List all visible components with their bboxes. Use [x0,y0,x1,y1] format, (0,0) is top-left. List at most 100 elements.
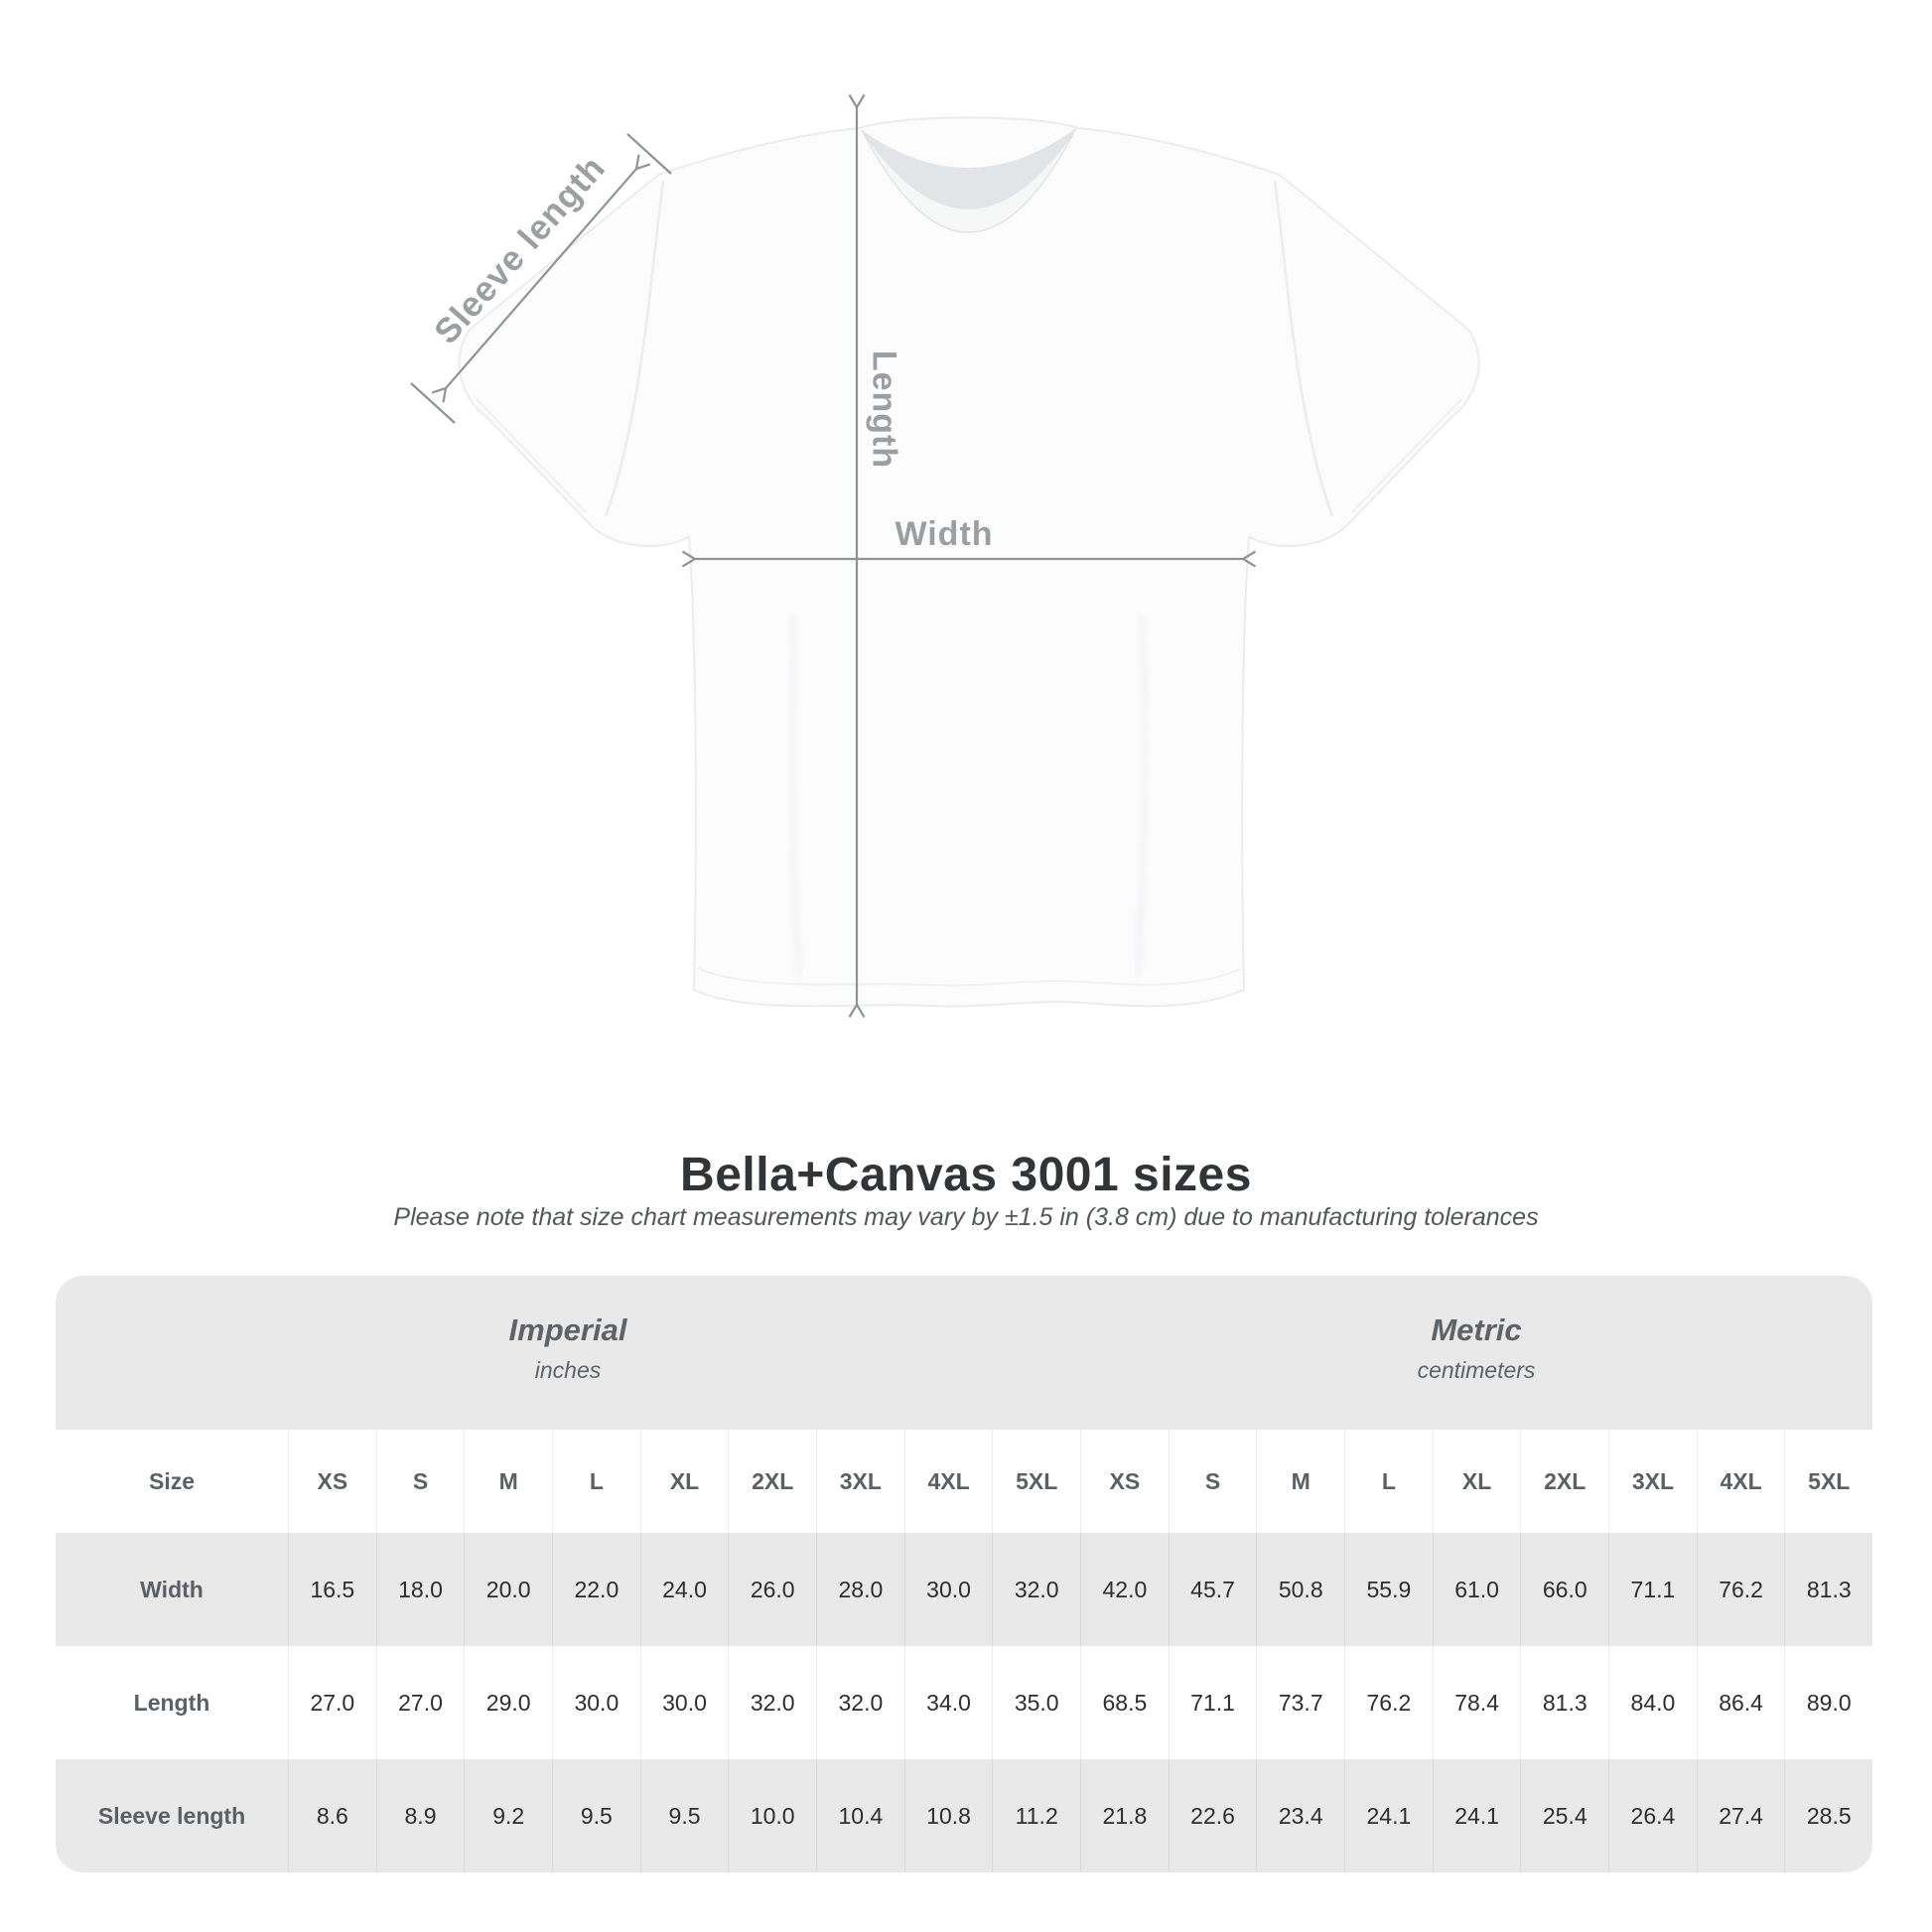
measurement-value: 76.2 [1696,1533,1785,1646]
length-label: Length [865,349,903,470]
page-subtitle: Please note that size chart measurements… [393,1203,1539,1231]
size-column-header: 3XL [816,1430,904,1533]
measurement-value: 9.5 [639,1759,729,1872]
measurement-row-label: Width [140,1576,204,1602]
measurement-value: 76.2 [1344,1646,1433,1759]
measurement-value: 61.0 [1432,1533,1521,1646]
measurement-value: 16.5 [288,1533,376,1646]
size-column-header: XL [639,1430,729,1533]
measurement-value: 81.3 [1784,1533,1872,1646]
measurement-value: 35.0 [992,1646,1080,1759]
measurement-rows: Width 16.5 18.0 20.0 22.0 24.0 26.0 28.0 30.0 32.… [56,1533,1872,1872]
measurement-value: 11.2 [992,1759,1080,1872]
measurement-value: 73.7 [1256,1646,1344,1759]
unit-group-row: Imperial inches Metric centimeters [56,1276,1872,1430]
page-title: Bella+Canvas 3001 sizes [680,1149,1252,1201]
measurement-value: 32.0 [728,1646,816,1759]
size-column-header: S [375,1430,465,1533]
measurement-value: 10.0 [728,1759,816,1872]
measurement-value: 30.0 [903,1533,993,1646]
sleeve-arrow-end-tick [410,382,456,424]
measurement-value: 10.8 [903,1759,993,1872]
measurement-value: 89.0 [1784,1646,1872,1759]
imperial-group-header: Imperial inches [56,1276,1080,1430]
size-column-header: 2XL [1520,1430,1608,1533]
measurement-value: 18.0 [375,1533,465,1646]
measurement-row-label: Length [133,1689,210,1716]
measurement-value: 24.0 [639,1533,729,1646]
measurement-value: 27.4 [1696,1759,1785,1872]
measurement-row: Length 27.0 27.0 29.0 30.0 30.0 32.0 32.0 34.0 35… [56,1646,1872,1759]
measurement-value: 84.0 [1608,1646,1697,1759]
measurement-value: 8.6 [288,1759,376,1872]
size-column-header: L [552,1430,640,1533]
measurement-value: 81.3 [1520,1646,1608,1759]
measurement-value: 21.8 [1080,1759,1169,1872]
imperial-group-unit: inches [534,1356,602,1383]
measurement-value: 28.0 [816,1533,904,1646]
size-column-header: M [1256,1430,1344,1533]
width-label: Width [895,515,994,553]
metric-group-unit: centimeters [1417,1356,1536,1383]
size-column-header: 4XL [903,1430,993,1533]
size-column-header: S [1168,1430,1257,1533]
measurement-value: 8.9 [375,1759,465,1872]
measurement-value: 71.1 [1168,1646,1257,1759]
right-cuff-seam [1351,398,1462,513]
measurement-value: 55.9 [1344,1533,1433,1646]
measurement-value: 27.0 [288,1646,376,1759]
measurement-value: 24.1 [1432,1759,1521,1872]
size-chart-table: Imperial inches Metric centimeters Size X… [56,1276,1872,1872]
size-header-row: Size XS S M L XL 2XL 3XL 4XL 5XL XS S M L XL 2XL 3XL 4XL 5… [56,1430,1872,1533]
size-column-header: XS [1080,1430,1169,1533]
measurement-value: 20.0 [464,1533,552,1646]
imperial-group-name: Imperial [508,1311,627,1347]
fold-shade [1135,615,1149,979]
metric-group-name: Metric [1431,1311,1522,1347]
size-column-header: 4XL [1696,1430,1785,1533]
fold-shade [788,615,802,979]
measurement-value: 24.1 [1344,1759,1433,1872]
measurement-value: 45.7 [1168,1533,1257,1646]
size-column-header: M [464,1430,552,1533]
measurement-value: 30.0 [552,1646,640,1759]
measurement-value: 28.5 [1784,1759,1872,1872]
sleeve-length-arrow [446,169,636,388]
collar-band [861,127,1077,233]
measurement-value: 27.0 [375,1646,465,1759]
measurement-value: 9.5 [552,1759,640,1872]
measurement-row: Width 16.5 18.0 20.0 22.0 24.0 26.0 28.0 30.0 32.… [56,1533,1872,1646]
measurement-value: 32.0 [992,1533,1080,1646]
measurement-value: 42.0 [1080,1533,1169,1646]
measurement-value: 71.1 [1608,1533,1697,1646]
size-column-header: XL [1432,1430,1521,1533]
tshirt-body [458,116,1480,1008]
measurement-value: 23.4 [1256,1759,1344,1872]
size-column-header: L [1344,1430,1433,1533]
hem-seam [696,967,1242,987]
measurement-value: 26.4 [1608,1759,1697,1872]
measurement-value: 50.8 [1256,1533,1344,1646]
size-column-header: 2XL [728,1430,816,1533]
measurement-value: 26.0 [728,1533,816,1646]
measurement-value: 66.0 [1520,1533,1608,1646]
measurement-value: 32.0 [816,1646,904,1759]
measurement-value: 78.4 [1432,1646,1521,1759]
measurement-value: 30.0 [639,1646,729,1759]
measurement-value: 29.0 [464,1646,552,1759]
measurement-value: 10.4 [816,1759,904,1872]
sleeve-arrow-end-tick [626,133,672,175]
measurement-value: 25.4 [1520,1759,1608,1872]
size-corner-label: Size [148,1467,196,1494]
left-cuff-seam [476,398,587,513]
measurement-value: 86.4 [1696,1646,1785,1759]
metric-group-header: Metric centimeters [1080,1276,1872,1430]
size-column-header: 5XL [1784,1430,1872,1533]
measurement-value: 34.0 [903,1646,993,1759]
size-column-header: 5XL [992,1430,1080,1533]
right-armhole-seam [1273,180,1334,517]
measurement-value: 22.6 [1168,1759,1257,1872]
measurement-row: Sleeve length 8.6 8.9 9.2 9.5 9.5 10.0 10.4 10.8… [56,1759,1872,1872]
